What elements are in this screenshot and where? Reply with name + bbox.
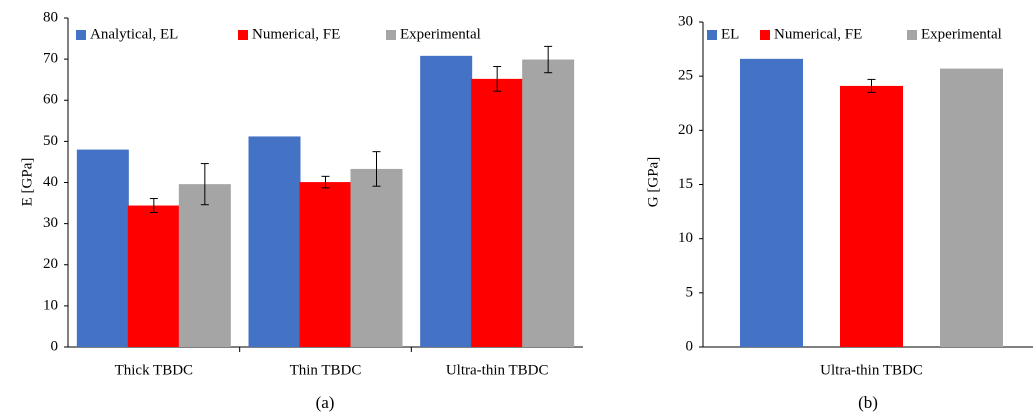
legend-swatch bbox=[760, 30, 770, 40]
legend-swatch bbox=[238, 30, 248, 40]
error-bar bbox=[544, 45, 553, 74]
y-tick-label: 5 bbox=[686, 284, 694, 300]
y-tick-label: 20 bbox=[43, 256, 58, 272]
legend-swatch bbox=[76, 30, 86, 40]
bar bbox=[350, 168, 403, 347]
y-tick-label: 10 bbox=[43, 297, 58, 313]
legend-swatch bbox=[386, 30, 396, 40]
y-tick-label: 0 bbox=[51, 338, 59, 354]
bar bbox=[127, 205, 180, 347]
x-tick-label: Thick TBDC bbox=[115, 362, 193, 378]
error-bar bbox=[867, 78, 876, 93]
legend-label: Experimental bbox=[400, 26, 481, 42]
y-tick-label: 25 bbox=[678, 68, 693, 84]
y-tick-label: 70 bbox=[43, 51, 58, 67]
y-tick-label: 0 bbox=[686, 338, 694, 354]
bar bbox=[178, 184, 231, 347]
bar bbox=[740, 58, 803, 347]
bar bbox=[840, 85, 903, 348]
legend-swatch bbox=[907, 30, 917, 40]
bar bbox=[522, 59, 575, 347]
error-bar bbox=[493, 66, 502, 92]
error-bar bbox=[149, 198, 158, 214]
error-bar bbox=[200, 163, 209, 206]
y-tick-label: 10 bbox=[678, 230, 693, 246]
caption: (b) bbox=[858, 393, 878, 412]
bar bbox=[940, 68, 1003, 347]
legend-label: Experimental bbox=[921, 26, 1002, 42]
legend-label: EL bbox=[721, 26, 739, 42]
error-bar bbox=[372, 151, 381, 187]
bar bbox=[471, 78, 524, 348]
y-tick-label: 20 bbox=[678, 122, 693, 138]
y-tick-label: 80 bbox=[43, 9, 58, 25]
y-tick-label: 30 bbox=[43, 215, 58, 231]
bar bbox=[248, 136, 301, 347]
y-axis-label: E [GPa] bbox=[19, 158, 35, 207]
bar bbox=[299, 182, 352, 347]
y-tick-label: 30 bbox=[678, 13, 693, 29]
bar bbox=[420, 55, 473, 348]
y-tick-label: 50 bbox=[43, 133, 58, 149]
y-tick-label: 15 bbox=[678, 176, 693, 192]
x-tick-label: Ultra-thin TBDC bbox=[446, 362, 549, 378]
legend-label: Analytical, EL bbox=[90, 26, 178, 42]
x-tick-label: Thin TBDC bbox=[290, 362, 362, 378]
y-tick-label: 60 bbox=[43, 92, 58, 108]
legend-label: Numerical, FE bbox=[252, 26, 340, 42]
legend-swatch bbox=[707, 30, 717, 40]
bar bbox=[76, 149, 129, 347]
y-axis-label: G [GPa] bbox=[645, 157, 661, 207]
caption: (a) bbox=[316, 393, 335, 412]
legend-label: Numerical, FE bbox=[774, 26, 862, 42]
error-bar bbox=[321, 175, 330, 189]
y-tick-label: 40 bbox=[43, 174, 58, 190]
x-tick-label: Ultra-thin TBDC bbox=[820, 362, 923, 378]
